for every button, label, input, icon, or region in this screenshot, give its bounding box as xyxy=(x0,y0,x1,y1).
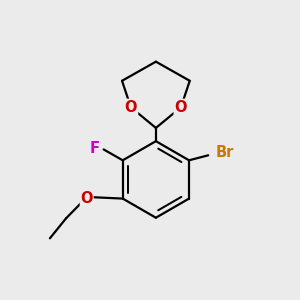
Text: O: O xyxy=(80,191,93,206)
Text: O: O xyxy=(124,100,137,115)
Text: O: O xyxy=(175,100,187,115)
Text: F: F xyxy=(89,141,99,156)
Text: Br: Br xyxy=(215,146,234,160)
